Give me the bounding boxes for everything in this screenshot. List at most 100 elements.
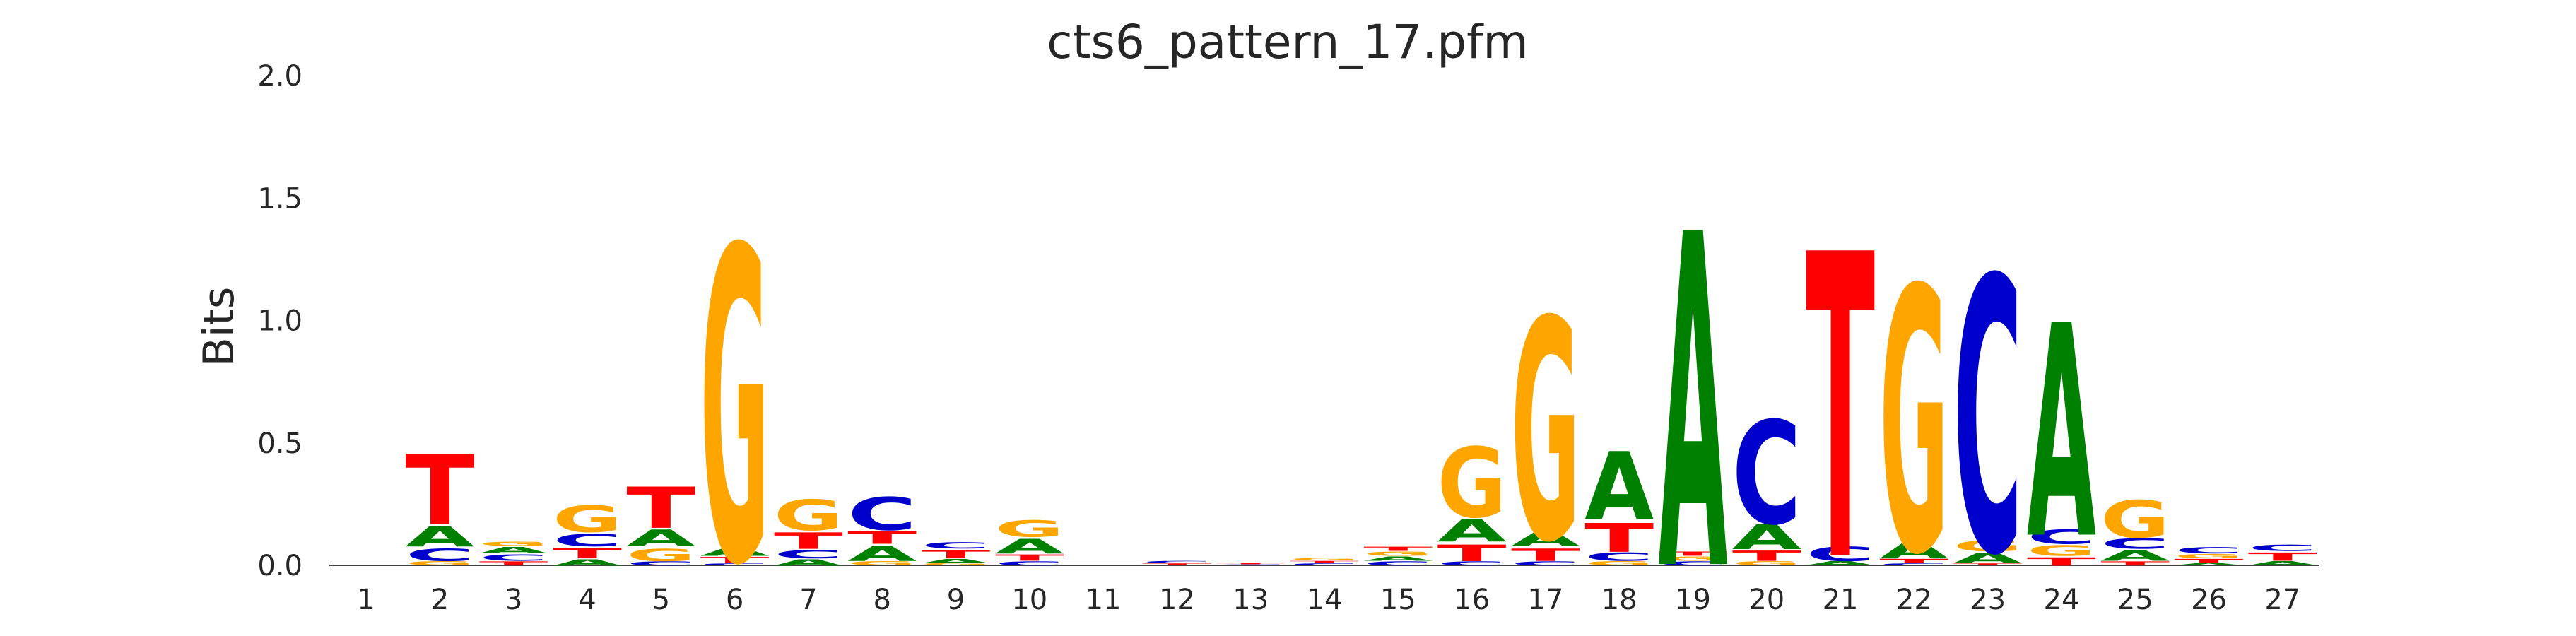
logo-letter-t: T — [1511, 546, 1580, 565]
logo-letter-t: T — [2248, 550, 2317, 564]
x-tick-label: 6 — [726, 584, 743, 616]
logo-letter-g: G — [1363, 550, 1433, 557]
logo-letter-c: C — [774, 548, 843, 561]
logo-letter-g: G — [626, 546, 695, 565]
logo-letter-c: C — [2175, 546, 2244, 555]
logo-letter-c: C — [553, 531, 622, 550]
logo-letter-g: G — [1953, 538, 2023, 555]
x-tick-label: 16 — [1454, 584, 1490, 616]
logo-letter-t: T — [1363, 546, 1433, 552]
x-tick-label: 23 — [1970, 584, 2006, 616]
logo-letter-g: G — [921, 563, 990, 566]
logo-letter-a: A — [553, 558, 623, 567]
logo-letter-g: G — [553, 498, 622, 541]
logo-letter-g: G — [774, 491, 843, 541]
logo-letter-t: T — [2100, 560, 2170, 567]
logo-letter-a: A — [995, 536, 1064, 559]
logo-letter-t: T — [1732, 548, 1801, 564]
x-tick-label: 9 — [947, 584, 965, 616]
logo-letter-c: C — [1806, 543, 1875, 566]
y-tick-label: 0.0 — [257, 550, 302, 582]
x-tick-label: 4 — [578, 584, 596, 616]
logo-letter-a: A — [2027, 264, 2097, 603]
logo-letter-t: T — [774, 528, 843, 555]
x-tick-label: 1 — [357, 584, 375, 616]
logo-letter-a: A — [479, 546, 549, 555]
logo-letter-g: G — [1584, 560, 1654, 567]
x-tick-label: 22 — [1896, 584, 1932, 616]
x-tick-label: 12 — [1159, 584, 1195, 616]
logo-letter-g: G — [1437, 428, 1507, 540]
logo-letter-a: A — [1806, 560, 1875, 567]
x-tick-label: 8 — [873, 584, 890, 616]
logo-letter-t: T — [1658, 550, 1727, 557]
logo-letter-a: A — [1511, 528, 1580, 551]
logo-letter-g: G — [700, 160, 770, 636]
logo-letter-g: G — [2100, 490, 2170, 550]
logo-letter-a: A — [1732, 518, 1801, 558]
logo-letter-a: A — [1584, 432, 1654, 541]
logo-letter-c: C — [1658, 560, 1727, 567]
logo-letter-c: C — [2100, 536, 2170, 552]
logo-letter-c: C — [1437, 560, 1507, 567]
logo-letter-t: T — [1879, 558, 1948, 564]
x-tick-label: 13 — [1233, 584, 1269, 616]
logo-letter-g: G — [1290, 558, 1359, 561]
logo-letter-g: G — [1511, 257, 1580, 610]
logo-letter-g: G — [405, 560, 474, 567]
x-tick-label: 10 — [1011, 584, 1047, 616]
logo-letter-c: C — [1584, 550, 1654, 564]
x-tick-label: 7 — [799, 584, 817, 616]
x-tick-label: 17 — [1527, 584, 1563, 616]
logo-letter-t: T — [1290, 560, 1359, 564]
logo-letter-g: G — [1658, 555, 1727, 562]
logo-letter-t: T — [1142, 563, 1211, 566]
logo-letter-g: G — [847, 560, 917, 567]
chart-title: cts6_pattern_17.pfm — [1047, 15, 1528, 69]
logo-letter-t: T — [1953, 563, 2023, 566]
x-tick-label: 5 — [652, 584, 670, 616]
logo-letter-c: C — [847, 488, 917, 541]
logo-letter-c: C — [1290, 563, 1359, 566]
logo-letter-a: A — [1363, 555, 1433, 562]
logo-letter-a: A — [847, 543, 917, 566]
x-tick-label: 18 — [1601, 584, 1637, 616]
x-tick-label: 14 — [1307, 584, 1343, 616]
logo-letter-c: C — [995, 560, 1064, 567]
logo-letter-c: C — [1511, 560, 1580, 567]
logo-letter-t: T — [921, 548, 990, 561]
logo-letter-c: C — [1732, 392, 1801, 557]
logo-letter-t: T — [2027, 555, 2096, 569]
logo-letter-a: A — [1437, 513, 1507, 549]
x-tick-label: 2 — [431, 584, 449, 616]
logo-letter-c: C — [405, 546, 474, 565]
logo-letter-a: A — [1658, 139, 1728, 636]
logo-letter-c: C — [2027, 526, 2096, 549]
x-tick-label: 24 — [2044, 584, 2080, 616]
logo-letter-t: T — [479, 560, 548, 567]
logo-letter-t: T — [1216, 563, 1286, 564]
x-tick-label: 15 — [1380, 584, 1416, 616]
logo-letter-g: G — [2175, 553, 2244, 559]
logo-letter-a: A — [700, 546, 770, 559]
logo-letter-g: G — [1732, 560, 1801, 567]
x-axis-ticks: 1 2 3 4 5 6 7 8 9 10 11 12 13 14 15 16 17 18 19 20 21 22 23 24 2… — [357, 584, 2300, 616]
x-tick-label: 26 — [2191, 584, 2227, 616]
logo-letter-c: C — [921, 541, 990, 550]
logo-letter-a: A — [921, 558, 990, 564]
logo-letter-t: T — [700, 555, 770, 565]
x-tick-label: 19 — [1675, 584, 1711, 616]
logo-letter-a: A — [774, 558, 844, 567]
logo-letter-c: C — [1363, 560, 1433, 567]
x-tick-label: 20 — [1748, 584, 1784, 616]
logo-letter-t: T — [1584, 515, 1654, 561]
logo-letter-a: A — [2248, 560, 2317, 567]
y-axis-label: Bits — [194, 287, 244, 367]
logo-letter-t: T — [626, 476, 695, 541]
logo-letter-t: T — [553, 546, 622, 562]
logo-letter-c: C — [1879, 563, 1948, 566]
y-tick-label: 2.0 — [257, 60, 302, 93]
logo-letter-c: C — [2248, 543, 2317, 553]
